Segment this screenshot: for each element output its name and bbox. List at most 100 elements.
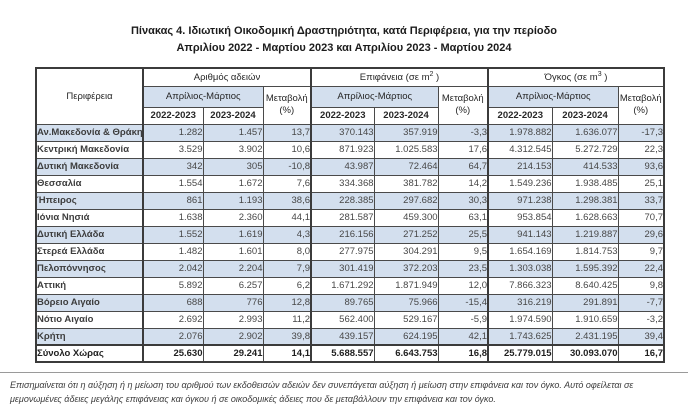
permits-2022-2023-cell: 1.552 [142,225,204,244]
table-row: Αν.Μακεδονία & Θράκη 1.282 1.457 13,7 37… [35,123,665,142]
table-row: Βόρειο Αιγαίο 688 776 12,8 89.765 75.966… [35,293,665,312]
group-header-surface: Επιφάνεια (σε m2 ) [310,67,490,87]
year-header: 2023-2024 [373,106,439,125]
permits-2022-2023-cell: 1.282 [142,123,204,142]
volume-2023-2024-cell: 5.272.729 [551,140,619,159]
change-header-line2: (%) [633,105,649,117]
region-name: Νότιο Αιγαίο [35,310,144,329]
volume-change-cell: -7,7 [617,293,665,312]
group-header-volume-sup: 3 [597,71,602,79]
surface-change-cell: 17,6 [437,140,490,159]
volume-2022-2023-cell: 941.143 [487,225,553,244]
permits-change-cell: 11,2 [262,310,313,329]
permits-2023-2024-cell: 2.204 [202,259,264,278]
region-name: Κρήτη [35,327,144,346]
volume-2023-2024-cell: 1.938.485 [551,174,619,193]
permits-2023-2024-cell: 29.241 [202,344,264,363]
permits-2023-2024-cell: 1.193 [202,191,264,210]
table-title-line2: Απριλίου 2022 - Μαρτίου 2023 και Απριλίο… [176,42,512,55]
volume-change-cell: 33,7 [617,191,665,210]
permits-change-cell: 13,7 [262,123,313,142]
volume-change-cell: 9,8 [617,276,665,295]
permits-change-cell: 44,1 [262,208,313,227]
permits-change-cell: 7,9 [262,259,313,278]
permits-2022-2023-cell: 2.076 [142,327,204,346]
table-row: Κρήτη 2.076 2.902 39,8 439.157 624.195 4… [35,327,665,346]
surface-2022-2023-cell: 301.419 [310,259,375,278]
table-row: Στερεά Ελλάδα 1.482 1.601 8,0 277.975 30… [35,242,665,261]
surface-change-cell: 30,3 [437,191,490,210]
region-name: Ιόνια Νησιά [35,208,144,227]
volume-2022-2023-cell: 1.743.625 [487,327,553,346]
region-name: Κεντρική Μακεδονία [35,140,144,159]
permits-2022-2023-cell: 3.529 [142,140,204,159]
volume-2023-2024-cell: 1.219.887 [551,225,619,244]
surface-2023-2024-cell: 75.966 [373,293,439,312]
volume-2023-2024-cell: 1.814.753 [551,242,619,261]
volume-2022-2023-cell: 1.978.882 [487,123,553,142]
surface-2023-2024-cell: 357.919 [373,123,439,142]
volume-2022-2023-cell: 1.549.236 [487,174,553,193]
permits-2022-2023-cell: 1.482 [142,242,204,261]
surface-2022-2023-cell: 1.671.292 [310,276,375,295]
permits-change-cell: 6,2 [262,276,313,295]
permits-2022-2023-cell: 2.692 [142,310,204,329]
surface-2022-2023-cell: 277.975 [310,242,375,261]
surface-2022-2023-cell: 370.143 [310,123,375,142]
region-name: Βόρειο Αιγαίο [35,293,144,312]
permits-change-cell: 8,0 [262,242,313,261]
table-row: Ήπειρος 861 1.193 38,6 228.385 297.682 3… [35,191,665,210]
permits-2022-2023-cell: 688 [142,293,204,312]
volume-2023-2024-cell: 1.628.663 [551,208,619,227]
volume-2022-2023-cell: 25.779.015 [487,344,553,363]
surface-2022-2023-cell: 281.587 [310,208,375,227]
volume-change-cell: -3,2 [617,310,665,329]
surface-2022-2023-cell: 43.987 [310,157,375,176]
permits-change-cell: 10,6 [262,140,313,159]
permits-2023-2024-cell: 1.672 [202,174,264,193]
surface-2022-2023-cell: 334.368 [310,174,375,193]
surface-change-cell: 16,8 [437,344,490,363]
total-row: Σύνολο Χώρας 25.630 29.241 14,1 5.688.55… [35,344,665,363]
surface-2023-2024-cell: 529.167 [373,310,439,329]
surface-change-cell: -3,3 [437,123,490,142]
region-name: Δυτική Μακεδονία [35,157,144,176]
group-header-volume: Όγκος (σε m3 ) [487,67,665,87]
period-header-volume: Απρίλιος-Μάρτιος [487,85,619,108]
volume-2022-2023-cell: 1.303.038 [487,259,553,278]
permits-2022-2023-cell: 1.554 [142,174,204,193]
surface-2022-2023-cell: 5.688.557 [310,344,375,363]
permits-2023-2024-cell: 2.902 [202,327,264,346]
surface-2022-2023-cell: 562.400 [310,310,375,329]
permits-change-cell: 14,1 [262,344,313,363]
region-name: Αν.Μακεδονία & Θράκη [35,123,144,142]
period-header-permits: Απρίλιος-Μάρτιος [142,85,264,108]
table-row: Κεντρική Μακεδονία 3.529 3.902 10,6 871.… [35,140,665,159]
table-row: Δυτική Ελλάδα 1.552 1.619 4,3 216.156 27… [35,225,665,244]
volume-2022-2023-cell: 953.854 [487,208,553,227]
group-header-surface-sup: 2 [429,71,434,79]
year-header: 2022-2023 [310,106,375,125]
volume-2023-2024-cell: 414.533 [551,157,619,176]
table-title-line1: Πίνακας 4. Ιδιωτική Οικοδομική Δραστηριό… [130,25,558,37]
permits-2023-2024-cell: 1.619 [202,225,264,244]
permits-change-cell: -10,8 [262,157,313,176]
region-name: Πελοπόννησος [35,259,144,278]
volume-2023-2024-cell: 1.298.381 [551,191,619,210]
volume-2022-2023-cell: 7.866.323 [487,276,553,295]
volume-change-cell: 22,4 [617,259,665,278]
volume-change-cell: 25,1 [617,174,665,193]
surface-2022-2023-cell: 216.156 [310,225,375,244]
group-header-permits-label: Αριθμός αδειών [193,72,261,84]
surface-2022-2023-cell: 228.385 [310,191,375,210]
table-row: Νότιο Αιγαίο 2.692 2.993 11,2 562.400 52… [35,310,665,329]
volume-2022-2023-cell: 214.153 [487,157,553,176]
year-header: 2022-2023 [142,106,204,125]
permits-2023-2024-cell: 3.902 [202,140,264,159]
surface-2022-2023-cell: 439.157 [310,327,375,346]
region-name: Στερεά Ελλάδα [35,242,144,261]
surface-change-cell: -5,9 [437,310,490,329]
surface-2023-2024-cell: 271.252 [373,225,439,244]
region-name: Δυτική Ελλάδα [35,225,144,244]
volume-2022-2023-cell: 1.974.590 [487,310,553,329]
